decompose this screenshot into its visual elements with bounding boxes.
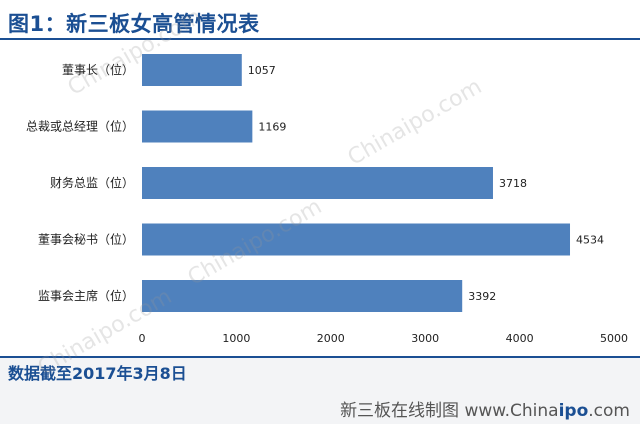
x-tick-label: 5000	[600, 332, 628, 345]
value-labels: 1057 1169 3718 4534 3392	[248, 64, 604, 303]
bar	[142, 280, 463, 312]
value-label: 3718	[499, 177, 527, 190]
bars-group	[142, 54, 571, 312]
source-bold: ipo	[558, 401, 589, 421]
category-label: 总裁或总经理（位）	[26, 119, 134, 134]
x-tick-label: 4000	[506, 332, 534, 345]
bar	[142, 110, 253, 143]
category-label: 董事会秘书（位）	[38, 232, 134, 247]
source-suffix: .com	[588, 401, 630, 421]
bar	[142, 167, 493, 199]
title-divider	[0, 38, 640, 40]
x-tick-label: 0	[139, 332, 146, 345]
footer-divider	[0, 356, 640, 358]
header-band	[0, 0, 640, 44]
category-label: 财务总监（位）	[50, 175, 134, 190]
source-prefix: 新三板在线制图 www.China	[340, 401, 559, 421]
bar	[142, 223, 571, 256]
bar-chart: 董事长（位） 总裁或总经理（位） 财务总监（位） 董事会秘书（位） 监事会主席（位） 1…	[26, 54, 629, 345]
bar	[142, 54, 242, 86]
category-label: 监事会主席（位）	[38, 288, 134, 303]
value-label: 4534	[576, 234, 604, 247]
x-tick-label: 1000	[222, 332, 250, 345]
x-tick-label: 2000	[317, 332, 345, 345]
source-credit: 新三板在线制图 www.Chinaipo.com	[340, 396, 630, 421]
x-tick-labels: 0 1000 2000 3000 4000 5000	[139, 332, 629, 345]
value-label: 1169	[258, 121, 286, 134]
value-label: 3392	[468, 290, 496, 303]
value-label: 1057	[248, 64, 276, 77]
category-labels: 董事长（位） 总裁或总经理（位） 财务总监（位） 董事会秘书（位） 监事会主席（位）	[26, 62, 134, 303]
category-label: 董事长（位）	[62, 62, 134, 77]
footer-band	[0, 356, 640, 424]
x-tick-label: 3000	[411, 332, 439, 345]
data-note: 数据截至2017年3月8日	[8, 364, 187, 383]
page-title: 图1：新三板女高管情况表	[8, 12, 260, 36]
